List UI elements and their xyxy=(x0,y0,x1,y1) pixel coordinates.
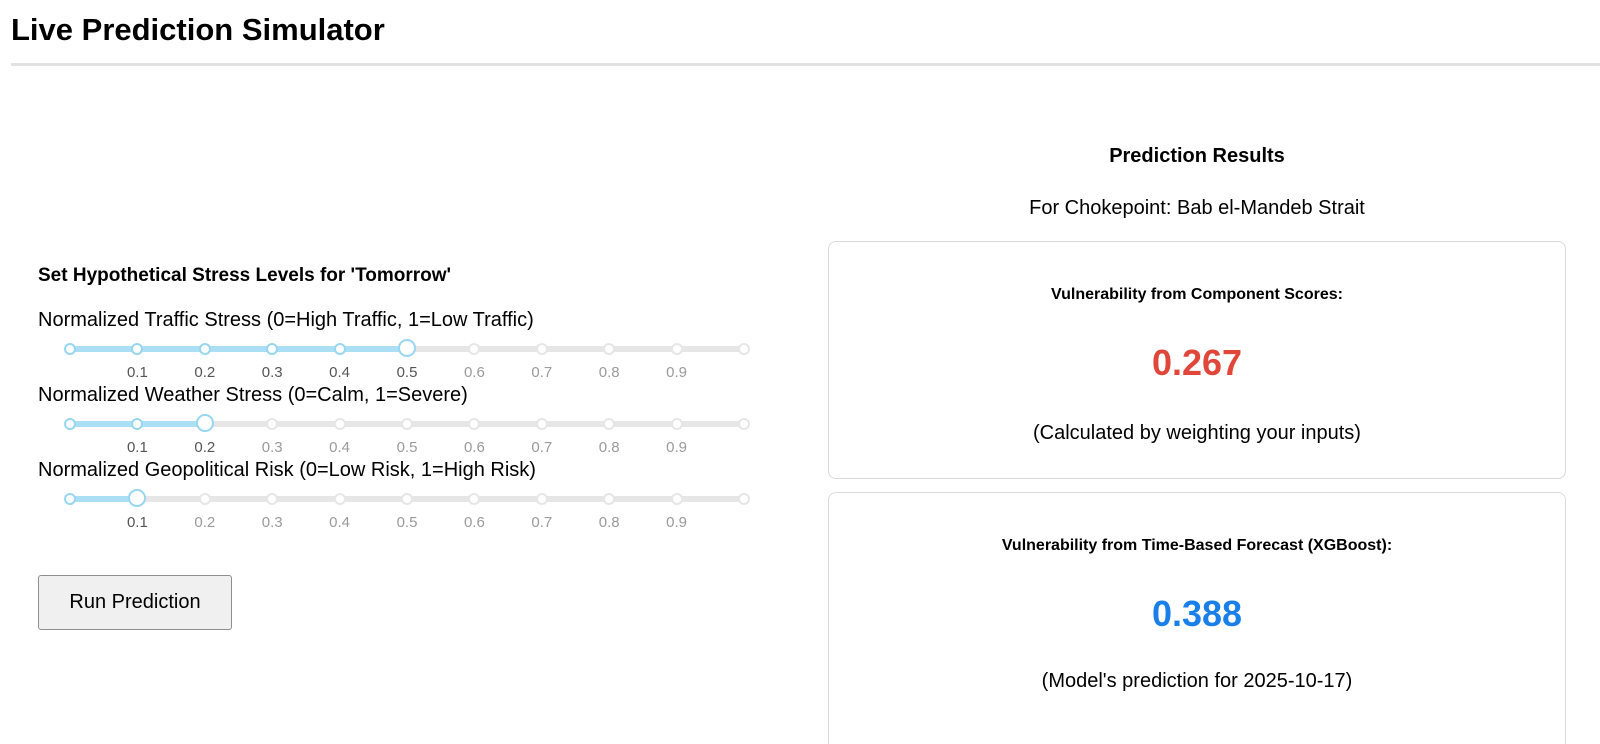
slider-tick-label[interactable]: 0.4 xyxy=(329,439,351,456)
slider-track-fill xyxy=(70,496,138,502)
slider-tick-label[interactable]: 0.2 xyxy=(194,439,216,456)
slider-step-dot[interactable] xyxy=(603,343,616,355)
slider-step-dot[interactable] xyxy=(603,418,616,430)
component-score-card: Vulnerability from Component Scores: 0.2… xyxy=(828,241,1566,479)
traffic-stress-slider[interactable]: 0.1 0.2 0.3 0.4 0.5 0.6 0.7 0.8 0.9 xyxy=(64,339,750,381)
slider-tick-label[interactable]: 0.2 xyxy=(194,514,216,531)
run-prediction-button[interactable]: Run Prediction xyxy=(38,575,232,630)
traffic-stress-slider-group: Normalized Traffic Stress (0=High Traffi… xyxy=(38,309,778,381)
slider-handle[interactable] xyxy=(398,339,416,357)
component-vulnerability-value: 0.267 xyxy=(1151,342,1243,383)
slider-tick-label[interactable]: 0.6 xyxy=(463,364,485,381)
slider-tick-label[interactable]: 0.4 xyxy=(329,514,351,531)
weather-stress-slider-group: Normalized Weather Stress (0=Calm, 1=Sev… xyxy=(38,384,778,456)
slider-step-dot[interactable] xyxy=(198,493,211,505)
slider-step-dot[interactable] xyxy=(468,343,481,355)
slider-tick-label[interactable]: 0.7 xyxy=(531,439,553,456)
forecast-card-title: Vulnerability from Time-Based Forecast (… xyxy=(1001,537,1393,554)
slider-step-dot[interactable] xyxy=(670,493,683,505)
slider-step-dot[interactable] xyxy=(535,418,548,430)
slider-tick-label[interactable]: 0.5 xyxy=(396,439,418,456)
slider-step-dot[interactable] xyxy=(333,343,346,355)
slider-tick-label[interactable]: 0.4 xyxy=(329,364,351,381)
slider-step-dot[interactable] xyxy=(535,343,548,355)
slider-tick-label[interactable]: 0.9 xyxy=(666,364,688,381)
slider-tick-label[interactable]: 0.1 xyxy=(126,364,148,381)
geopolitical-risk-label: Normalized Geopolitical Risk (0=Low Risk… xyxy=(38,459,536,481)
title-divider xyxy=(11,63,1600,66)
geopolitical-risk-slider[interactable]: 0.1 0.2 0.3 0.4 0.5 0.6 0.7 0.8 0.9 xyxy=(64,489,750,531)
slider-tick-label[interactable]: 0.3 xyxy=(261,364,283,381)
slider-step-dot[interactable] xyxy=(131,343,144,355)
slider-step-dot[interactable] xyxy=(401,493,413,505)
slider-tick-label[interactable]: 0.7 xyxy=(531,514,553,531)
slider-step-dot[interactable] xyxy=(266,418,279,430)
slider-tick-label[interactable]: 0.6 xyxy=(463,514,485,531)
slider-tick-label[interactable]: 0.7 xyxy=(531,364,553,381)
slider-step-dot[interactable] xyxy=(603,493,616,505)
slider-step-dot[interactable] xyxy=(131,418,144,430)
slider-step-dot[interactable] xyxy=(266,343,279,355)
slider-step-dot[interactable] xyxy=(401,418,413,430)
slider-tick-label[interactable]: 0.8 xyxy=(598,364,620,381)
slider-tick-label[interactable]: 0.8 xyxy=(598,439,620,456)
slider-tick-label[interactable]: 0.8 xyxy=(598,514,620,531)
slider-step-dot[interactable] xyxy=(670,418,683,430)
slider-step-dot[interactable] xyxy=(333,493,346,505)
geopolitical-risk-slider-group: Normalized Geopolitical Risk (0=Low Risk… xyxy=(38,459,778,531)
slider-handle[interactable] xyxy=(195,414,214,432)
slider-step-dot[interactable] xyxy=(64,493,76,505)
slider-tick-label[interactable]: 0.6 xyxy=(463,439,485,456)
slider-step-dot[interactable] xyxy=(468,418,481,430)
slider-tick-label[interactable]: 0.2 xyxy=(194,364,216,381)
controls-heading: Set Hypothetical Stress Levels for 'Tomo… xyxy=(38,265,452,286)
slider-tick-label[interactable]: 0.3 xyxy=(261,514,283,531)
slider-step-dot[interactable] xyxy=(198,343,211,355)
slider-track-fill xyxy=(70,346,407,352)
chokepoint-line: For Chokepoint: Bab el-Mandeb Strait xyxy=(1029,197,1365,219)
results-heading: Prediction Results xyxy=(1109,145,1285,167)
slider-tick-label[interactable]: 0.9 xyxy=(666,439,688,456)
slider-handle[interactable] xyxy=(128,489,147,507)
slider-tick-label[interactable]: 0.1 xyxy=(126,439,148,456)
component-card-title: Vulnerability from Component Scores: xyxy=(1051,286,1343,303)
slider-tick-label[interactable]: 0.5 xyxy=(396,364,418,381)
component-card-note: (Calculated by weighting your inputs) xyxy=(1033,422,1361,444)
slider-step-dot[interactable] xyxy=(468,493,481,505)
slider-step-dot[interactable] xyxy=(670,343,683,355)
forecast-vulnerability-value: 0.388 xyxy=(1151,593,1243,634)
slider-step-dot[interactable] xyxy=(64,343,76,355)
page-title: Live Prediction Simulator xyxy=(11,12,385,47)
slider-tick-label[interactable]: 0.1 xyxy=(126,514,148,531)
slider-step-dot[interactable] xyxy=(738,493,750,505)
slider-step-dot[interactable] xyxy=(738,418,750,430)
weather-stress-slider[interactable]: 0.1 0.2 0.3 0.4 0.5 0.6 0.7 0.8 0.9 xyxy=(64,414,750,456)
forecast-card-note: (Model's prediction for 2025-10-17) xyxy=(1041,670,1353,692)
slider-step-dot[interactable] xyxy=(333,418,346,430)
slider-tick-label[interactable]: 0.5 xyxy=(396,514,418,531)
slider-step-dot[interactable] xyxy=(64,418,76,430)
weather-stress-label: Normalized Weather Stress (0=Calm, 1=Sev… xyxy=(38,384,468,406)
forecast-card: Vulnerability from Time-Based Forecast (… xyxy=(828,492,1566,744)
slider-tick-label[interactable]: 0.3 xyxy=(261,439,283,456)
slider-step-dot[interactable] xyxy=(535,493,548,505)
slider-step-dot[interactable] xyxy=(738,343,750,355)
traffic-stress-label: Normalized Traffic Stress (0=High Traffi… xyxy=(38,309,534,331)
slider-step-dot[interactable] xyxy=(266,493,279,505)
slider-tick-label[interactable]: 0.9 xyxy=(666,514,688,531)
